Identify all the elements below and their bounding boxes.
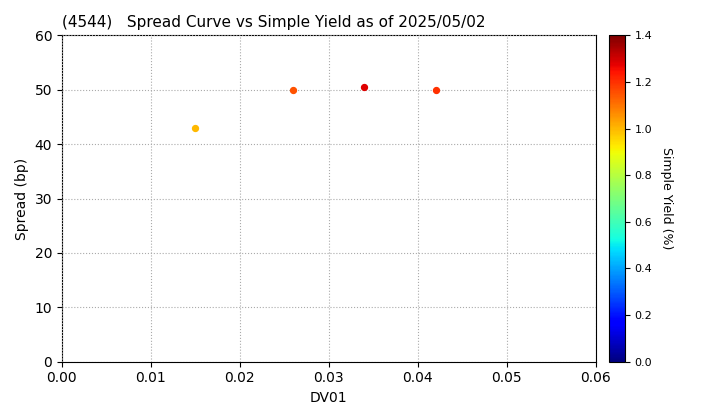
Point — [430, 87, 441, 93]
Text: (4544)   Spread Curve vs Simple Yield as of 2025/05/02: (4544) Spread Curve vs Simple Yield as o… — [62, 15, 485, 30]
Point — [287, 87, 299, 93]
Y-axis label: Simple Yield (%): Simple Yield (%) — [660, 147, 673, 250]
X-axis label: DV01: DV01 — [310, 391, 348, 405]
Y-axis label: Spread (bp): Spread (bp) — [15, 158, 29, 239]
Point — [189, 124, 201, 131]
Point — [359, 84, 370, 90]
